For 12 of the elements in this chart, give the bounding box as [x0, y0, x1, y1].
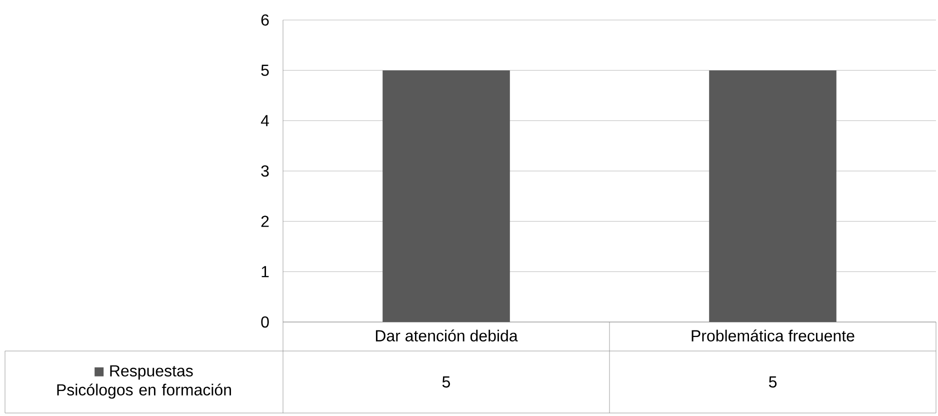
- x-tick-label: Dar atención debida: [376, 330, 518, 342]
- y-tick-label: 4: [260, 115, 269, 126]
- y-tick-label: 5: [261, 64, 269, 76]
- data-label: 5: [769, 376, 777, 388]
- legend-label: Respuestas Psicólogos en formación: [57, 365, 231, 399]
- y-tick-label: 1: [262, 266, 269, 278]
- x-tick-label: Problemática frecuente: [692, 330, 854, 342]
- y-tick-label: 6: [261, 14, 269, 26]
- y-tick-label: 3: [261, 165, 269, 177]
- data-label: 5: [442, 376, 450, 388]
- y-tick-label: 0: [261, 316, 269, 328]
- y-tick-label: 2: [261, 216, 269, 227]
